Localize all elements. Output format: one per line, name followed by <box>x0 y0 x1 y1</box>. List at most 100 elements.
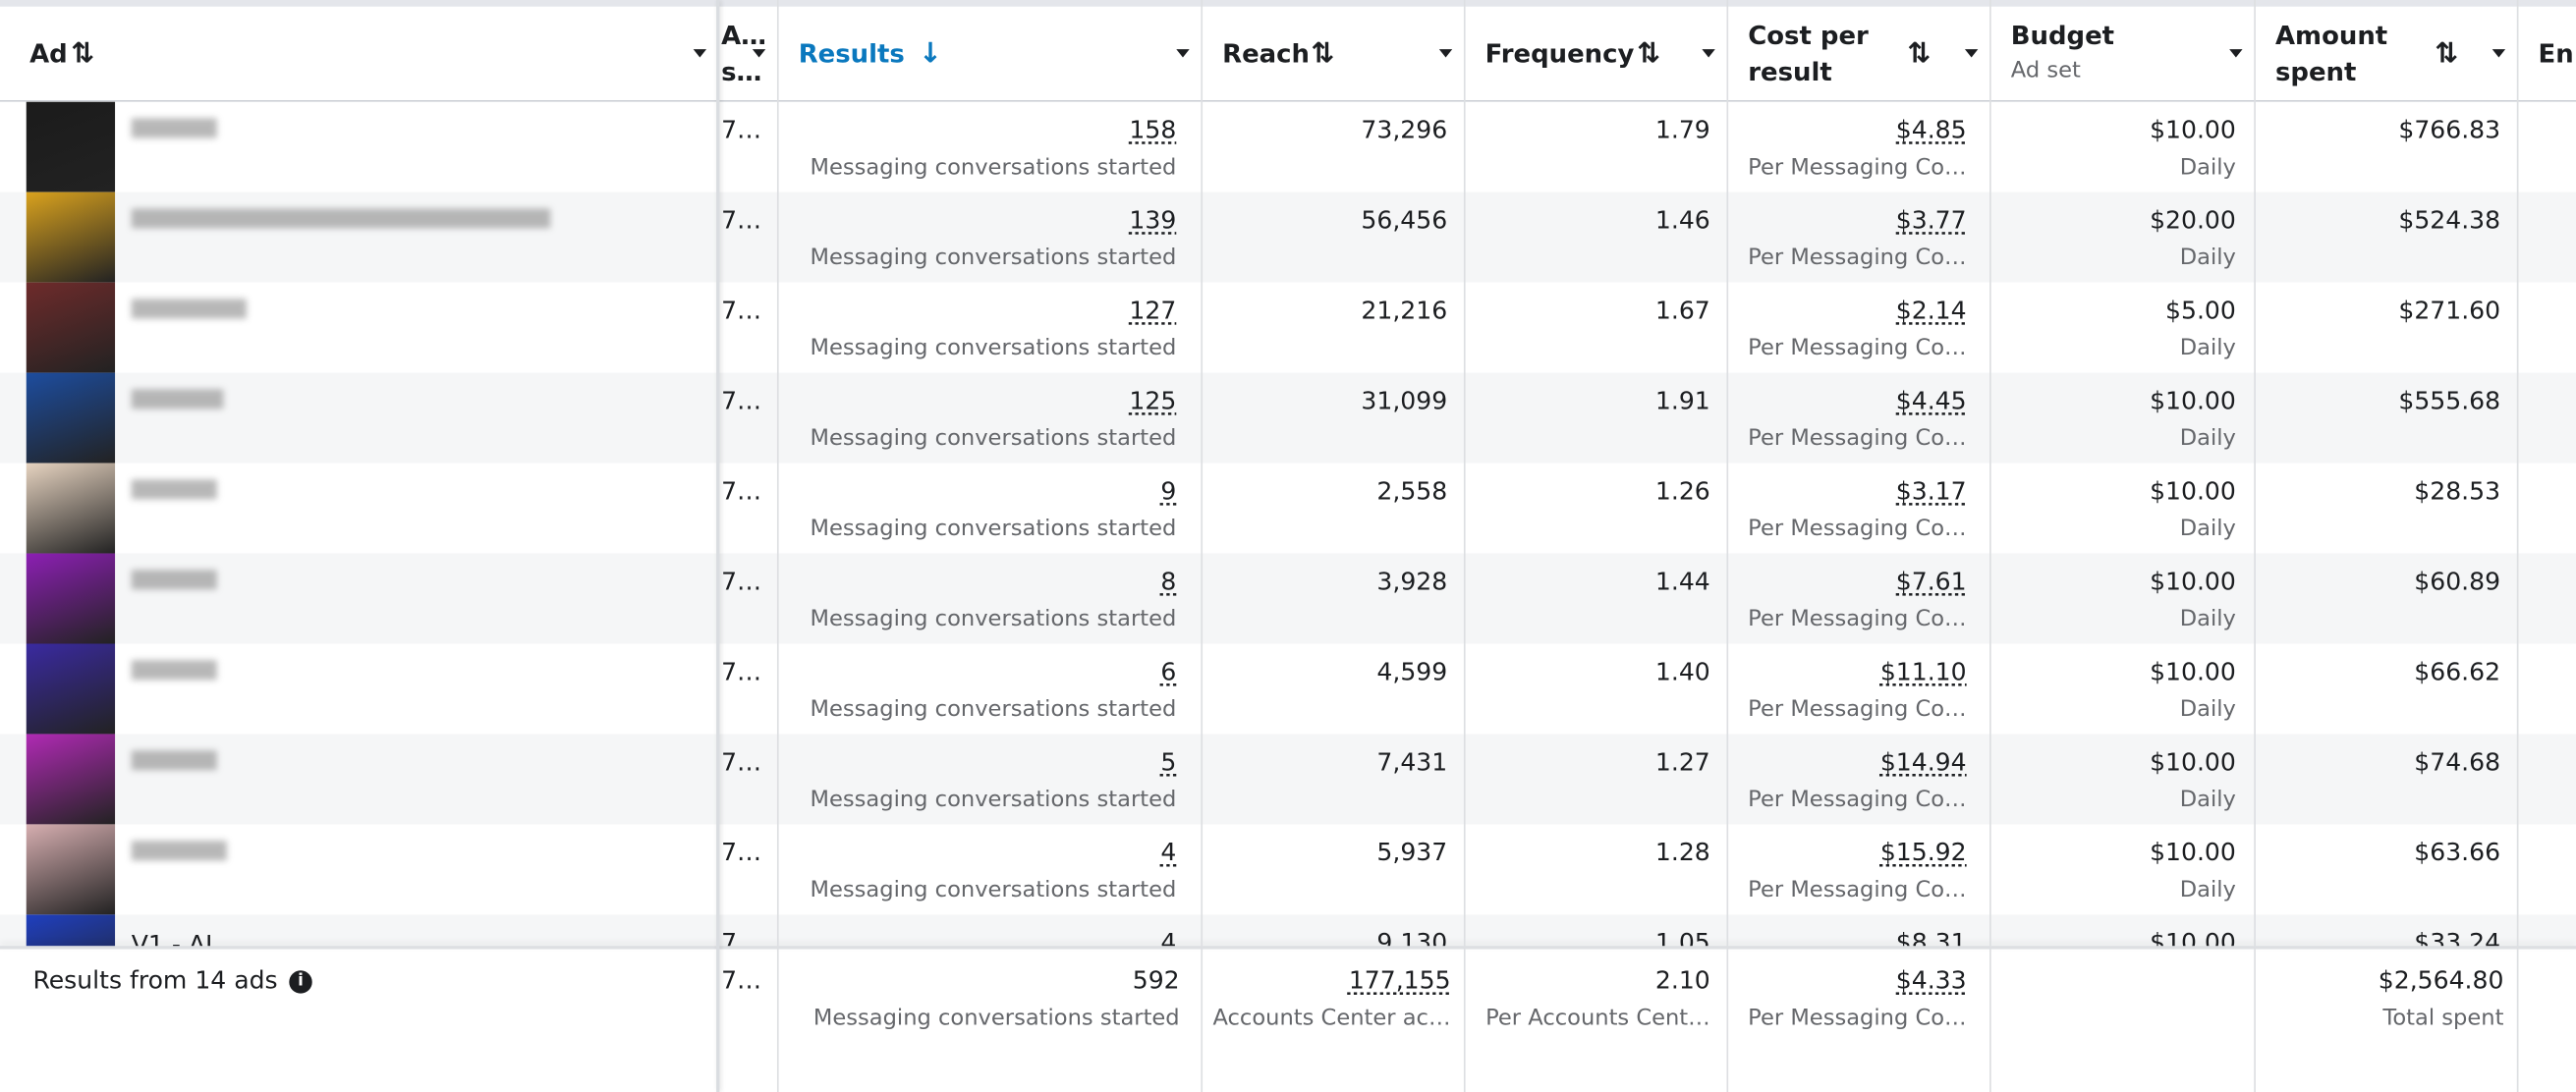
results-note: Messaging conversations started <box>810 335 1177 361</box>
budget-note: Daily <box>2179 696 2236 723</box>
column-menu[interactable] <box>1176 49 1190 58</box>
budget-value: $10.00 <box>2150 115 2236 145</box>
column-header[interactable]: result <box>1748 57 1832 87</box>
spent-value: $66.62 <box>2414 656 2501 686</box>
frequency-value: 1.40 <box>1654 656 1710 686</box>
footer-spent: $2,564.80 <box>2378 965 2504 996</box>
column-divider <box>1201 0 1204 1092</box>
results-value: 158 <box>1129 115 1177 145</box>
column-header[interactable]: Amount <box>2274 21 2388 51</box>
column-menu[interactable] <box>693 49 707 58</box>
column-menu[interactable] <box>1702 49 1715 58</box>
results-value: 8 <box>1160 566 1177 597</box>
column-header[interactable]: Reach <box>1222 39 1310 70</box>
results-value: 6 <box>1160 656 1177 686</box>
frequency-value: 1.46 <box>1654 205 1710 236</box>
column-header[interactable]: Results <box>798 39 905 70</box>
column-header[interactable]: spent <box>2274 57 2357 87</box>
budget-note: Daily <box>2179 154 2236 181</box>
frequency-value: 1.44 <box>1654 566 1710 597</box>
budget-note: Daily <box>2179 245 2236 271</box>
cost-note: Per Messaging Co… <box>1748 154 1967 181</box>
column-divider <box>776 0 779 1092</box>
budget-note: Daily <box>2179 335 2236 361</box>
column-menu[interactable] <box>2492 49 2506 58</box>
footer-frequency-note: Per Accounts Cent… <box>1485 1005 1710 1032</box>
column-divider <box>1726 0 1729 1092</box>
cost-note: Per Messaging Co… <box>1748 786 1967 813</box>
ad-thumbnail <box>26 824 116 915</box>
footer-cost: $4.33 <box>1895 965 1967 996</box>
a-value: 7 <box>721 927 738 948</box>
ad-thumbnail <box>26 914 116 948</box>
column-header[interactable]: Cost per <box>1748 21 1869 51</box>
budget-value: $10.00 <box>2150 566 2236 597</box>
ad-thumbnail <box>26 372 116 464</box>
cost-note: Per Messaging Co… <box>1748 335 1967 361</box>
ad-name-blurred <box>131 118 217 138</box>
ad-thumbnail <box>26 191 116 283</box>
spent-value: $33.24 <box>2414 927 2501 948</box>
reach-value: 2,558 <box>1376 475 1448 507</box>
a-value: 7… <box>721 295 762 326</box>
sort-icon[interactable]: ⇅ <box>2435 37 2459 71</box>
sort-icon[interactable]: ⇅ <box>71 37 95 71</box>
column-header[interactable]: Frequency <box>1484 39 1635 70</box>
ad-name-blurred <box>131 750 217 771</box>
column-menu[interactable] <box>2229 49 2243 58</box>
cost-value: $3.77 <box>1895 205 1967 236</box>
column-header[interactable]: A… <box>721 21 767 51</box>
cost-value: $3.17 <box>1895 475 1967 507</box>
ad-name[interactable]: V1 - AI <box>131 929 213 948</box>
sort-icon[interactable]: ⇅ <box>1311 37 1335 71</box>
frequency-value: 1.27 <box>1654 746 1710 777</box>
cost-value: $4.45 <box>1895 385 1967 416</box>
sort-icon[interactable]: ⇅ <box>1907 37 1932 71</box>
a-value: 7… <box>721 837 762 867</box>
column-menu[interactable] <box>1964 49 1979 58</box>
spent-value: $766.83 <box>2398 115 2501 145</box>
frequency-value: 1.67 <box>1654 295 1710 326</box>
footer-label: Results from 14 ads <box>32 965 278 996</box>
sort-icon[interactable]: ⇅ <box>1637 37 1660 71</box>
column-menu[interactable] <box>1438 49 1453 58</box>
column-divider <box>1989 0 1991 1092</box>
budget-note: Daily <box>2179 425 2236 452</box>
column-divider <box>2254 0 2256 1092</box>
frequency-value: 1.26 <box>1654 475 1710 507</box>
spent-value: $63.66 <box>2414 837 2501 867</box>
cost-note: Per Messaging Co… <box>1748 425 1967 452</box>
frozen-divider <box>716 0 720 1092</box>
budget-note: Daily <box>2179 876 2236 903</box>
column-header[interactable]: Ad <box>29 39 68 70</box>
footer-reach: 177,155 <box>1348 965 1451 996</box>
results-value: 5 <box>1160 746 1177 777</box>
footer-reach-note: Accounts Center ac… <box>1212 1005 1451 1032</box>
budget-value: $20.00 <box>2150 205 2236 236</box>
table-row: 7… 125 Messaging conversations started 31,0… <box>0 372 2576 464</box>
results-value: 9 <box>1160 475 1177 507</box>
column-header[interactable]: s… <box>721 57 762 87</box>
a-value: 7… <box>721 115 762 145</box>
cost-value: $4.85 <box>1895 115 1967 145</box>
cost-value: $7.61 <box>1895 566 1967 597</box>
column-menu[interactable] <box>752 49 766 58</box>
top-edge <box>0 0 2576 7</box>
footer-spent-note: Total spent <box>2382 1005 2504 1032</box>
reach-value: 5,937 <box>1376 837 1448 867</box>
budget-value: $10.00 <box>2150 475 2236 507</box>
column-header[interactable]: Budget <box>2010 21 2115 51</box>
results-value: 4 <box>1160 837 1177 867</box>
ad-name-blurred <box>131 299 247 319</box>
results-note: Messaging conversations started <box>810 696 1177 723</box>
frequency-value: 1.79 <box>1654 115 1710 145</box>
budget-value: $10.00 <box>2150 746 2236 777</box>
info-icon[interactable]: i <box>289 970 312 994</box>
results-note: Messaging conversations started <box>810 425 1177 452</box>
cost-note: Per Messaging Co… <box>1748 696 1967 723</box>
frequency-value: 1.91 <box>1654 385 1710 416</box>
sort-icon[interactable]: ↓ <box>919 37 942 71</box>
cost-note: Per Messaging Co… <box>1748 516 1967 542</box>
table-row: 7… 127 Messaging conversations started 21,2… <box>0 282 2576 373</box>
column-header[interactable]: En <box>2538 39 2574 70</box>
